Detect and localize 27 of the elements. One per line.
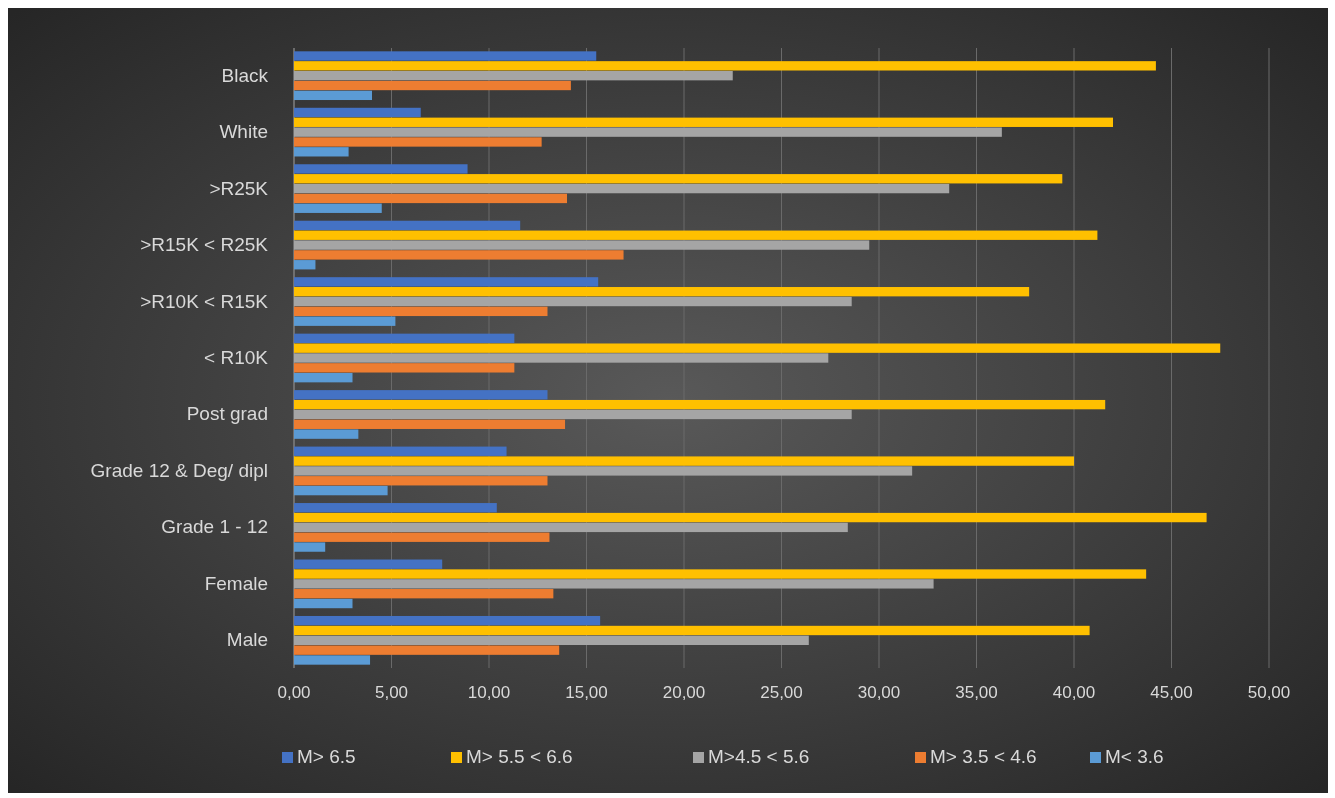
y-tick-label: >R15K < R25K: [140, 234, 269, 256]
x-tick-label: 15,00: [565, 683, 608, 702]
legend-label: M>4.5 < 5.6: [708, 746, 810, 767]
y-tick-label: Grade 1 - 12: [161, 516, 268, 538]
x-tick-label: 20,00: [662, 683, 706, 702]
y-tick-label: < R10K: [204, 347, 269, 368]
x-tick-label: 10,00: [467, 683, 511, 702]
x-tick-label: 25,00: [760, 683, 803, 702]
x-tick-label: 35,00: [955, 683, 998, 702]
x-tick-label: 0,00: [277, 683, 311, 702]
y-tick-label: >R10K < R15K: [140, 290, 269, 312]
x-tick-label: 45,00: [1150, 683, 1193, 702]
legend-label: M> 5.5 < 6.6: [466, 746, 573, 767]
y-tick-label: Post grad: [186, 403, 268, 425]
y-tick-label: White: [219, 121, 268, 143]
y-tick-label: Female: [204, 572, 268, 594]
legend-label: M> 3.5 < 4.6: [930, 746, 1037, 767]
y-tick-label: Grade 12 & Deg/ dipl: [90, 459, 268, 481]
x-tick-label: 40,00: [1052, 683, 1096, 702]
y-tick-label: >R25K: [209, 177, 269, 199]
x-tick-label: 5,00: [374, 683, 409, 702]
y-tick-label: Male: [226, 629, 268, 651]
x-tick-label: 30,00: [857, 683, 901, 702]
x-tick-label: 50,00: [1247, 683, 1291, 702]
legend-label: M< 3.6: [1105, 746, 1164, 767]
y-tick-label: Black: [221, 64, 269, 86]
legend-label: M> 6.5: [297, 746, 356, 767]
